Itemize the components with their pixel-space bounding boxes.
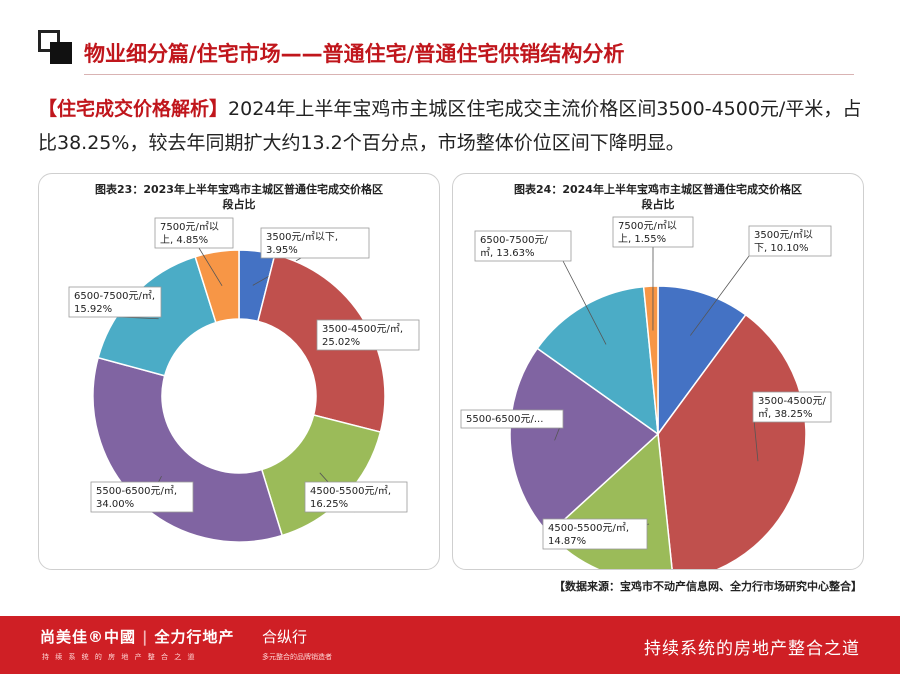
- footer-bar: 尚美佳®中國 | 全力行地产 持 续 系 统 的 房 地 产 整 合 之 道 合纵行…: [0, 616, 900, 674]
- data-label-box: [612, 216, 694, 248]
- data-label: 3500-4500元/: [758, 396, 827, 407]
- donut-slice-2: [657, 313, 807, 569]
- label-leader-line: [198, 247, 223, 287]
- chart-panel-2024: 图表24：2024年上半年宝鸡市主城区普通住宅成交价格区 段占比 3500元/㎡…: [452, 173, 864, 570]
- summary-tag: 【住宅成交价格解析】: [38, 98, 229, 120]
- data-label-box: [460, 409, 564, 429]
- data-label: ㎡, 13.63%: [480, 247, 535, 259]
- data-label: 16.25%: [310, 499, 348, 510]
- data-label-box: [748, 225, 832, 257]
- data-source-note: 【数据来源：宝鸡市不动产信息网、全力行市场研究中心整合】: [554, 580, 862, 593]
- chart-title-line-2: 段占比: [641, 198, 675, 211]
- chart-panel-2023: 图表23：2023年上半年宝鸡市主城区普通住宅成交价格区 段占比 3500元/㎡…: [38, 173, 440, 570]
- footer-slogan: 持 续 系 统 的 房 地 产 整 合 之 道: [42, 653, 197, 661]
- donut-slice-4: [92, 356, 284, 543]
- data-label-box: [304, 481, 408, 513]
- donut-slice-4: [509, 347, 660, 535]
- footer-brand: 尚美佳®中國 | 全力行地产: [40, 628, 235, 646]
- data-label: 15.92%: [74, 304, 112, 315]
- data-label: 7500元/㎡以: [618, 220, 677, 232]
- data-label: 34.00%: [96, 499, 134, 510]
- summary-text: 2024年上半年宝鸡市主城区住宅成交主流价格区间3500-4500元/平米，占比…: [38, 98, 862, 154]
- data-label: 5500-6500元/㎡,: [96, 485, 177, 497]
- data-label: 3500元/㎡以下,: [266, 231, 338, 243]
- donut-chart-2023: 3500元/㎡以下, 3.95% 3500-4500元/㎡, 25.02% 4500-5…: [68, 217, 420, 543]
- donut-chart-2024: 3500元/㎡以下, 10.10% 3500-4500元/㎡, 38.25% 450…: [460, 216, 832, 569]
- label-leader-line: [690, 255, 750, 336]
- data-label-box: [260, 227, 370, 259]
- data-label: 14.87%: [548, 536, 586, 547]
- donut-slice-3: [260, 414, 382, 537]
- data-label: 3.95%: [266, 245, 298, 256]
- data-label: 5500-6500元/...: [466, 414, 543, 425]
- footer-tagline: 持续系统的房地产整合之道: [644, 639, 860, 659]
- footer-brand-a: 尚美佳®中國: [40, 628, 137, 646]
- chart-title-line-1: 图表24：2024年上半年宝鸡市主城区普通住宅成交价格区: [514, 183, 802, 196]
- summary-paragraph: 【住宅成交价格解析】2024年上半年宝鸡市主城区住宅成交主流价格区间3500-4…: [38, 92, 868, 160]
- data-label: 下, 10.10%: [754, 243, 809, 254]
- header-divider: [84, 74, 854, 75]
- data-label-box: [316, 319, 420, 351]
- donut-slice-1: [657, 285, 747, 437]
- donut-slice-6: [642, 285, 659, 435]
- data-label: 4500-5500元/㎡,: [310, 485, 391, 497]
- data-label-box: [68, 286, 162, 318]
- data-label: 6500-7500元/: [480, 235, 549, 246]
- data-label-box: [752, 391, 832, 423]
- label-leader-line: [562, 260, 607, 345]
- footer-slogan-2: 多元整合的品牌销造者: [262, 653, 332, 661]
- footer-brand-b: 全力行地产: [154, 628, 235, 646]
- chart-title-line-1: 图表23：2023年上半年宝鸡市主城区普通住宅成交价格区: [95, 183, 383, 196]
- data-label: 6500-7500元/㎡,: [74, 290, 155, 302]
- chart-title: 图表24：2024年上半年宝鸡市主城区普通住宅成交价格区 段占比: [453, 182, 863, 212]
- data-label: 7500元/㎡以: [160, 221, 219, 233]
- page-title: 物业细分篇/住宅市场——普通住宅/普通住宅供销结构分析: [84, 42, 625, 66]
- data-label-box: [154, 217, 234, 249]
- data-label: ㎡, 38.25%: [758, 408, 813, 420]
- data-label: 上, 1.55%: [618, 233, 666, 245]
- data-label: 上, 4.85%: [160, 234, 208, 246]
- donut-slice-6: [194, 249, 240, 324]
- chart-title: 图表23：2023年上半年宝鸡市主城区普通住宅成交价格区 段占比: [39, 182, 439, 212]
- data-label-box: [542, 518, 648, 550]
- donut-slice-5: [536, 285, 659, 436]
- chart-title-line-2: 段占比: [222, 198, 256, 211]
- data-label: 3500元/㎡以: [754, 229, 813, 241]
- data-label: 25.02%: [322, 337, 360, 348]
- data-label: 4500-5500元/㎡,: [548, 522, 629, 534]
- data-label: 3500-4500元/㎡,: [322, 323, 403, 335]
- data-label-box: [474, 230, 572, 262]
- data-label-box: [90, 481, 194, 513]
- header-logo-icon: [38, 30, 72, 64]
- footer-brand-2: 合纵行: [262, 628, 308, 646]
